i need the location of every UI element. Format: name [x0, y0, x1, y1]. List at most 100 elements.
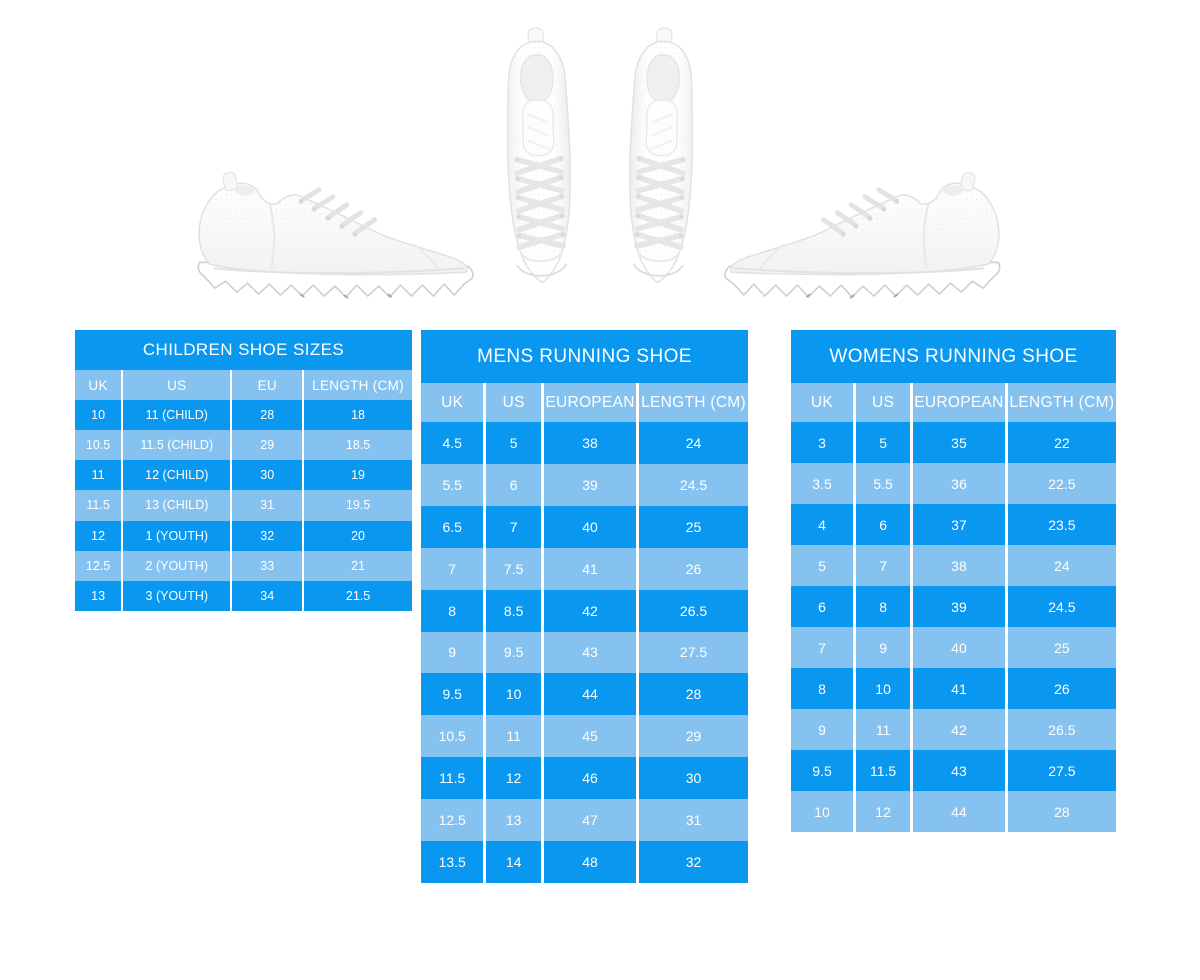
table-cell: 37	[913, 504, 1008, 545]
table-cell: 24	[1054, 557, 1070, 574]
table-row: 7 7.5 41 26	[421, 547, 748, 590]
table-cell: 24	[685, 434, 702, 451]
table-cell: 7.5	[486, 547, 544, 590]
table-cell: 26	[1054, 680, 1070, 697]
table-cell: 3	[791, 422, 856, 463]
table-cell: 41	[544, 547, 640, 590]
table-cell: 42	[913, 709, 1008, 750]
table-cell: 10.5	[75, 430, 124, 461]
table-cell: 13.5	[421, 841, 487, 883]
table-cell: 9.5	[421, 673, 487, 716]
table-cell: 13	[486, 799, 544, 842]
table-row: 4 6 37 23.5	[791, 504, 1116, 545]
table-row: 10 11 (CHILD) 28 18	[75, 400, 412, 431]
table-cell: 34	[232, 580, 305, 611]
column-header: EUROPEAN	[913, 383, 1008, 422]
table-cell: 32	[685, 854, 702, 871]
column-header: UK	[421, 383, 487, 422]
table-cell: 11.5	[421, 757, 487, 800]
table-cell: 4.5	[421, 422, 487, 464]
table-cell: 11	[856, 709, 914, 750]
table-row: 5 7 38 24	[791, 545, 1116, 586]
table-row: 10 12 44 28	[791, 791, 1116, 832]
right-sneaker-side-photo	[716, 156, 1014, 302]
table-cell: 3.5	[791, 463, 856, 504]
table-cell: 3 (YOUTH)	[123, 580, 233, 611]
table-cell: 18.5	[345, 438, 371, 453]
table-cell: 9	[856, 627, 914, 668]
table-cell: 11 (CHILD)	[123, 400, 233, 431]
table-cell: 46	[544, 757, 640, 800]
left-sneaker-side-photo	[184, 156, 482, 302]
table-row: 9 11 42 26.5	[791, 709, 1116, 750]
table-cell: 19.5	[345, 498, 371, 513]
table-cell: 12.5	[421, 799, 487, 842]
table-cell: 44	[913, 791, 1008, 832]
table-row: 10.5 11.5 (CHILD) 29 18.5	[75, 430, 412, 461]
table-cell: 32	[232, 520, 305, 551]
table-cell: 29	[685, 728, 702, 745]
table-cell: 38	[913, 545, 1008, 586]
table-cell: 7	[486, 505, 544, 548]
table-cell: 10	[856, 668, 914, 709]
table-cell: 40	[913, 627, 1008, 668]
table-cell: 47	[544, 799, 640, 842]
table-row: 3.5 5.5 36 22.5	[791, 463, 1116, 504]
table-row: 4.5 5 38 24	[421, 422, 748, 464]
table-cell: 18	[351, 408, 365, 423]
table-cell: 12 (CHILD)	[123, 460, 233, 491]
table-cell: 4	[791, 504, 856, 545]
column-header: EU	[232, 370, 305, 400]
table-cell: 22	[1054, 434, 1070, 451]
table-cell: 43	[913, 750, 1008, 791]
table-cell: 19	[351, 468, 365, 483]
table-cell: 8	[856, 586, 914, 627]
table-cell: 25	[1054, 639, 1070, 656]
column-header: US	[486, 383, 544, 422]
table-cell: 10	[486, 673, 544, 716]
table-cell: 43	[544, 631, 640, 674]
table-cell: 6	[791, 586, 856, 627]
table-cell: 39	[913, 586, 1008, 627]
table-title: MENS RUNNING SHOE	[477, 345, 692, 367]
column-header: US	[123, 370, 233, 400]
table-cell: 44	[544, 673, 640, 716]
table-row: 11.5 13 (CHILD) 31 19.5	[75, 490, 412, 521]
table-cell: 41	[913, 668, 1008, 709]
table-cell: 31	[685, 812, 702, 829]
table-header-row: UK US EUROPEAN LENGTH (CM)	[791, 383, 1116, 422]
table-cell: 7	[791, 627, 856, 668]
table-row: 6 8 39 24.5	[791, 586, 1116, 627]
table-cell: 42	[544, 589, 640, 632]
table-cell: 31	[232, 490, 305, 521]
table-row: 11 12 (CHILD) 30 19	[75, 460, 412, 491]
table-row: 13 3 (YOUTH) 34 21.5	[75, 580, 412, 611]
table-cell: 9	[421, 631, 487, 674]
column-header: UK	[75, 370, 124, 400]
table-cell: 24.5	[1048, 598, 1076, 615]
table-body: 10 11 (CHILD) 28 18 10.5 11.5 (CHILD) 29 18.5 11…	[75, 400, 412, 611]
table-cell: 22.5	[1048, 475, 1076, 492]
table-cell: 21	[351, 558, 365, 573]
table-cell: 6	[486, 463, 544, 506]
column-header: EUROPEAN	[544, 383, 640, 422]
table-cell: 9.5	[791, 750, 856, 791]
table-cell: 10.5	[421, 715, 487, 758]
table-cell: 30	[685, 770, 702, 787]
table-cell: 12	[856, 791, 914, 832]
table-row: 13.5 14 48 32	[421, 841, 748, 883]
table-row: 8 8.5 42 26.5	[421, 589, 748, 632]
table-cell: 10	[791, 791, 856, 832]
table-row: 7 9 40 25	[791, 627, 1116, 668]
table-cell: 6	[856, 504, 914, 545]
table-cell: 33	[232, 550, 305, 581]
table-row: 5.5 6 39 24.5	[421, 463, 748, 506]
table-cell: 11	[75, 460, 124, 491]
table-cell: 12	[486, 757, 544, 800]
table-cell: 8	[791, 668, 856, 709]
table-cell: 40	[544, 505, 640, 548]
table-cell: 27.5	[1048, 762, 1076, 779]
table-cell: 8.5	[486, 589, 544, 632]
table-row: 10.5 11 45 29	[421, 715, 748, 758]
table-cell: 1 (YOUTH)	[123, 520, 233, 551]
